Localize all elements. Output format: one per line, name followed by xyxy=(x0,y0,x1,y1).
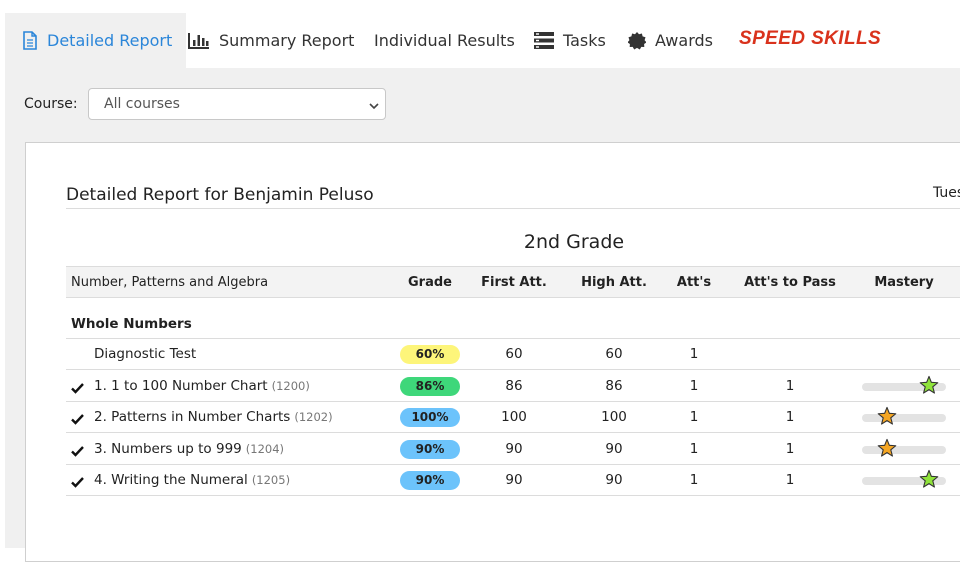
column-header-atts: Att's xyxy=(676,275,712,290)
grade-badge: 86% xyxy=(400,376,460,396)
lesson-title: 4. Writing the Numeral xyxy=(94,472,248,488)
lesson-name[interactable]: 3. Numbers up to 999 (1204) xyxy=(94,434,284,464)
lesson-code: (1202) xyxy=(294,410,333,424)
divider xyxy=(66,208,960,209)
high-attempt-value: 86 xyxy=(605,377,623,394)
section-title: Whole Numbers xyxy=(71,316,192,332)
attempts-to-pass-value: 1 xyxy=(785,440,795,457)
grade-badge: 60% xyxy=(400,345,460,364)
grade-badge: 90% xyxy=(400,439,460,459)
attempts-value: 1 xyxy=(689,409,699,425)
column-header-mastery: Mastery xyxy=(874,275,934,290)
tab-label: Awards xyxy=(655,31,713,50)
attempts-to-pass-value: 1 xyxy=(785,409,795,425)
lesson-name[interactable]: 4. Writing the Numeral (1205) xyxy=(94,465,290,495)
report-date: Tues xyxy=(933,185,960,201)
mastery-bar xyxy=(862,477,946,485)
course-select[interactable]: All courses xyxy=(88,88,386,120)
bar-chart-icon xyxy=(188,32,210,49)
tab-label: Tasks xyxy=(563,31,606,50)
lesson-code: (1204) xyxy=(245,441,285,456)
lesson-name[interactable]: 2. Patterns in Number Charts (1202) xyxy=(94,402,333,432)
checkmark-icon xyxy=(71,473,84,492)
lesson-name[interactable]: Diagnostic Test xyxy=(94,339,200,369)
tab-summary-report[interactable]: Summary Report xyxy=(188,13,354,68)
table-row[interactable]: 1. 1 to 100 Number Chart (1200) 86% 86 86 1 1 xyxy=(66,371,960,402)
tasks-icon xyxy=(534,32,554,49)
checkmark-icon xyxy=(71,379,84,398)
first-attempt-value: 86 xyxy=(505,377,523,394)
attempts-to-pass-value: 1 xyxy=(785,472,795,488)
section-row: Whole Numbers xyxy=(66,298,960,339)
course-select-value: All courses xyxy=(104,96,180,112)
grade-badge: 100% xyxy=(400,408,460,427)
tab-detailed-report[interactable]: Detailed Report xyxy=(5,13,187,68)
tab-label: Individual Results xyxy=(374,31,515,50)
mastery-bar xyxy=(862,414,946,422)
mastery-bar xyxy=(862,445,946,454)
chevron-down-icon xyxy=(369,99,379,115)
tab-label: Summary Report xyxy=(219,31,355,50)
attempts-to-pass-value: 1 xyxy=(785,377,795,394)
column-header-grade: Grade xyxy=(408,275,452,290)
table-row[interactable]: 3. Numbers up to 999 (1204) 90% 90 90 1 1 xyxy=(66,434,960,465)
column-header-atts-to-pass: Att's to Pass xyxy=(744,275,836,290)
lesson-code: (1205) xyxy=(251,473,291,487)
award-badge-icon xyxy=(628,31,646,50)
table-row[interactable]: 2. Patterns in Number Charts (1202) 100% 10… xyxy=(66,402,960,433)
attempts-value: 1 xyxy=(689,440,699,457)
first-attempt-value: 90 xyxy=(505,440,523,457)
column-header-first-att: First Att. xyxy=(481,275,547,290)
table-header: Number, Patterns and Algebra Grade First… xyxy=(66,266,960,298)
column-header-high-att: High Att. xyxy=(581,275,647,290)
mastery-star-icon xyxy=(877,406,897,430)
course-filter-label: Course: xyxy=(24,96,78,112)
attempts-value: 1 xyxy=(689,472,699,488)
tab-awards[interactable]: Awards xyxy=(628,13,713,68)
attempts-value: 1 xyxy=(689,346,699,362)
attempts-value: 1 xyxy=(689,377,699,394)
table-row[interactable]: 4. Writing the Numeral (1205) 90% 90 90 1 1 xyxy=(66,465,960,496)
high-attempt-value: 90 xyxy=(605,472,623,488)
strand-header: Number, Patterns and Algebra xyxy=(71,275,269,290)
tab-tasks[interactable]: Tasks xyxy=(534,13,606,68)
lesson-name[interactable]: 1. 1 to 100 Number Chart (1200) xyxy=(94,371,310,401)
mastery-bar xyxy=(862,382,946,391)
report-tab-bar: Detailed Report Summary Report Individua… xyxy=(0,0,960,68)
grade-heading: 2nd Grade xyxy=(523,231,625,253)
tab-label: Detailed Report xyxy=(47,31,173,50)
speed-skills-logo[interactable]: SPEED SKILLS xyxy=(739,28,882,49)
first-attempt-value: 90 xyxy=(505,472,523,488)
mastery-star-icon xyxy=(919,375,939,399)
lesson-title: 2. Patterns in Number Charts xyxy=(94,409,291,425)
high-attempt-value: 90 xyxy=(605,440,623,457)
lesson-title: 3. Numbers up to 999 xyxy=(94,440,242,457)
first-attempt-value: 100 xyxy=(501,409,527,425)
lesson-code: (1200) xyxy=(271,378,310,393)
high-attempt-value: 100 xyxy=(601,409,627,425)
lesson-title: Diagnostic Test xyxy=(94,346,197,362)
first-attempt-value: 60 xyxy=(505,346,523,362)
table-row[interactable]: Diagnostic Test 60% 60 60 1 xyxy=(66,339,960,370)
tab-individual-results[interactable]: Individual Results xyxy=(374,13,515,68)
mastery-star-icon xyxy=(877,438,897,462)
report-title: Detailed Report for Benjamin Peluso xyxy=(66,185,374,205)
report-paper xyxy=(25,142,960,562)
grade-badge: 90% xyxy=(400,471,460,490)
lesson-title: 1. 1 to 100 Number Chart xyxy=(94,377,268,394)
mastery-star-icon xyxy=(919,469,939,493)
high-attempt-value: 60 xyxy=(605,346,623,362)
checkmark-icon xyxy=(71,442,84,461)
document-icon xyxy=(22,31,38,50)
checkmark-icon xyxy=(71,410,84,429)
